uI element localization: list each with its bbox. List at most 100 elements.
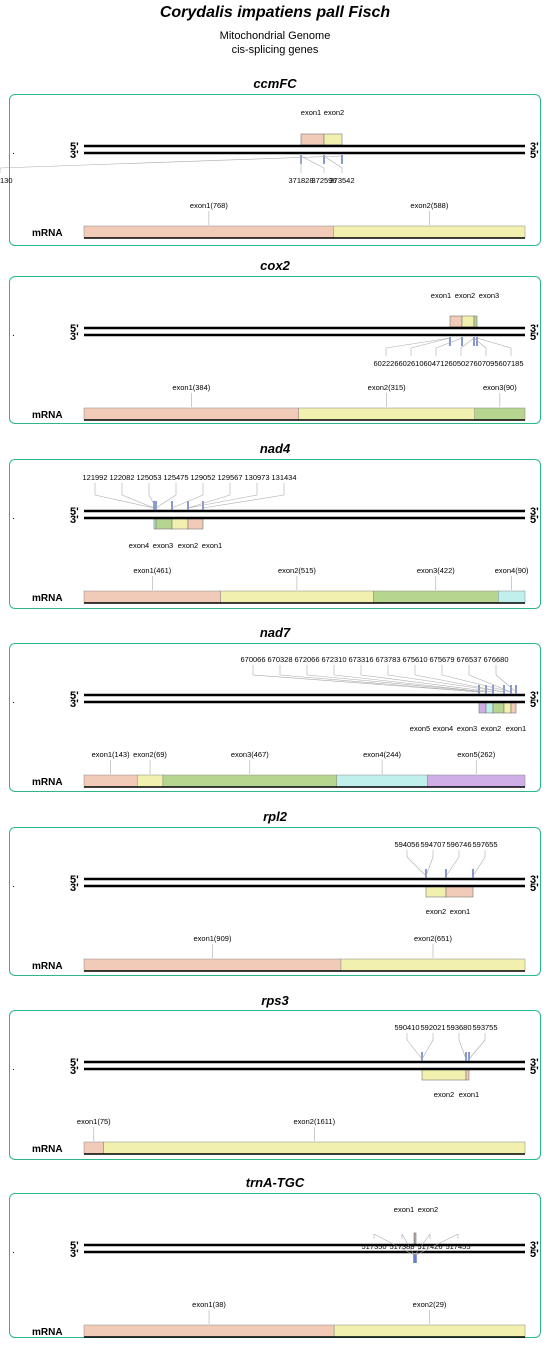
coordinate-leader-line [202, 494, 285, 509]
mrna-exon-label: exon2(29) [413, 1300, 447, 1309]
coordinate-leader-line [373, 1233, 415, 1256]
genomic-exon-block [461, 315, 475, 328]
three-prime-label-left: 3' [70, 331, 79, 343]
coordinate-label: 125475 [163, 473, 188, 482]
exon-label: exon2 [178, 541, 198, 550]
coordinate-leader-line [472, 856, 486, 877]
gene-title: rpl2 [263, 809, 287, 824]
mrna-exon-segment [427, 774, 526, 788]
coordinate-label: 676537 [456, 655, 481, 664]
genomic-exon-block [503, 701, 512, 714]
coordinate-label: 670328 [267, 655, 292, 664]
coordinate-leader-line [148, 494, 157, 509]
coordinate-label: 672310 [321, 655, 346, 664]
coordinate-leader-line [385, 337, 451, 349]
exon-label: exon1 [394, 1205, 414, 1214]
coordinate-label: 597655 [472, 840, 497, 849]
coordinate-label: 672066 [294, 655, 319, 664]
mrna-exon-label: exon2(315) [368, 383, 406, 392]
coordinate-leader-line [387, 674, 505, 693]
mrna-exon-label: exon5(262) [457, 750, 495, 759]
coordinate-leader-line [468, 674, 512, 693]
coordinate-leader-line [401, 1233, 415, 1256]
gene-title: nad7 [259, 625, 291, 640]
exon-label: exon5 [410, 724, 430, 733]
genomic-exon-block [449, 315, 463, 328]
mrna-exon-label: exon1(75) [77, 1117, 111, 1126]
genomic-exon-block [155, 517, 173, 530]
gene-group: .5'3'3'5'371828372596373542374130exon1ex… [0, 108, 539, 239]
genomic-exon-block [485, 701, 494, 714]
coordinate-label: 670066 [240, 655, 265, 664]
five-prime-label-right: 5' [530, 698, 539, 710]
exon-label: exon2 [434, 1090, 454, 1099]
five-prime-label-right: 5' [530, 1248, 539, 1260]
coordinate-label: 373542 [329, 176, 354, 185]
coordinate-label: 596746 [446, 840, 471, 849]
coordinate-label: 675610 [402, 655, 427, 664]
exon-label: exon2 [481, 724, 501, 733]
mrna-exon-segment [298, 407, 475, 421]
coordinate-label: 593755 [472, 1023, 497, 1032]
dot-marker: . [12, 328, 15, 339]
page-title: Corydalis impatiens pall Fisch [159, 4, 391, 21]
coordinate-leader-line [460, 337, 475, 349]
mrna-label: mRNA [32, 410, 63, 421]
coordinate-leader-line [121, 494, 155, 509]
coordinate-leader-line [187, 494, 231, 509]
mrna-exon-segment [83, 1324, 335, 1338]
dot-marker: . [12, 146, 15, 157]
coordinate-label: 594707 [420, 840, 445, 849]
coordinate-leader-line [323, 155, 343, 169]
coordinate-leader-line [333, 674, 487, 693]
coordinate-leader-line [406, 1039, 423, 1060]
coordinate-label: 372596 [311, 176, 336, 185]
five-prime-label-left: 5' [70, 1240, 79, 1252]
gene-panel [9, 643, 541, 792]
three-prime-label-right: 3' [530, 506, 539, 518]
dot-marker: . [12, 511, 15, 522]
mrna-exon-segment [83, 958, 342, 972]
coordinate-label: 607095 [473, 359, 498, 368]
five-prime-label-left: 5' [70, 506, 79, 518]
mrna-exon-label: exon3(467) [231, 750, 269, 759]
coordinate-leader-line [468, 1039, 486, 1060]
exon-label: exon4 [433, 724, 453, 733]
mrna-exon-label: exon3(422) [417, 566, 455, 575]
gene-title: cox2 [260, 258, 290, 273]
five-prime-label-right: 5' [530, 514, 539, 526]
exon-label: exon2 [418, 1205, 438, 1214]
coordinate-label: 517426 [417, 1242, 442, 1251]
exon-label: exon1 [202, 541, 222, 550]
coordinate-label: 130973 [244, 473, 269, 482]
coordinate-label: 602226 [373, 359, 398, 368]
three-prime-label-right: 3' [530, 1057, 539, 1069]
five-prime-label-left: 5' [70, 323, 79, 335]
coordinate-leader-line [410, 337, 451, 349]
gene-panel [9, 94, 541, 246]
mrna-exon-segment [83, 590, 221, 604]
genomic-exon-block [323, 133, 343, 146]
five-prime-label-right: 5' [530, 1065, 539, 1077]
coordinate-label: 590410 [394, 1023, 419, 1032]
mrna-label: mRNA [32, 961, 63, 972]
mrna-exon-label: exon1(143) [92, 750, 130, 759]
coordinate-leader-line [476, 337, 512, 349]
coordinate-label: 675679 [429, 655, 454, 664]
exon-label: exon4 [129, 541, 149, 550]
coordinate-leader-line [415, 1233, 459, 1256]
coordinate-label: 605027 [448, 359, 473, 368]
gene-panel [9, 1010, 541, 1160]
three-prime-label-left: 3' [70, 514, 79, 526]
coordinate-leader-line [458, 1039, 467, 1060]
coordinate-leader-line [300, 155, 325, 169]
coordinate-leader-line [414, 1233, 431, 1256]
mrna-label: mRNA [32, 1144, 63, 1155]
coordinate-leader-line [495, 674, 517, 693]
coordinate-label: 602610 [398, 359, 423, 368]
mrna-exon-segment [498, 590, 526, 604]
three-prime-label-right: 3' [530, 323, 539, 335]
exon-label: exon1 [301, 108, 321, 117]
coordinate-leader-line [171, 494, 204, 509]
